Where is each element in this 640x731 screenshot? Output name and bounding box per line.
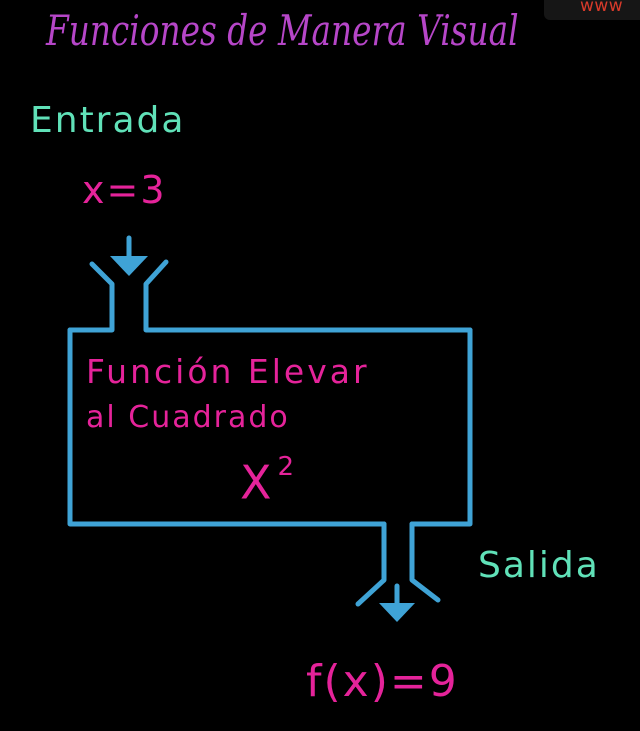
function-name-line-1: Función Elevar (86, 352, 370, 391)
output-arrow (379, 583, 415, 622)
function-expression-base: X (240, 455, 272, 510)
output-funnel-left (355, 521, 387, 607)
function-name-line-2: al Cuadrado (86, 400, 290, 435)
function-machine-outline (67, 259, 473, 607)
output-funnel-right (409, 521, 441, 603)
output-expression: f(x)=9 (306, 656, 459, 707)
watermark-text: www (580, 0, 624, 16)
function-expression-exponent: 2 (277, 452, 295, 482)
input-label: Entrada (30, 100, 186, 141)
machine-box-body (67, 327, 473, 527)
output-label: Salida (478, 545, 600, 586)
page-title: Funciones de Manera Visual (46, 6, 519, 55)
watermark-tag: www (544, 0, 640, 20)
input-funnel-right (143, 259, 473, 333)
input-expression: x=3 (82, 168, 167, 212)
input-funnel-left (67, 261, 115, 333)
input-arrow (110, 235, 148, 276)
